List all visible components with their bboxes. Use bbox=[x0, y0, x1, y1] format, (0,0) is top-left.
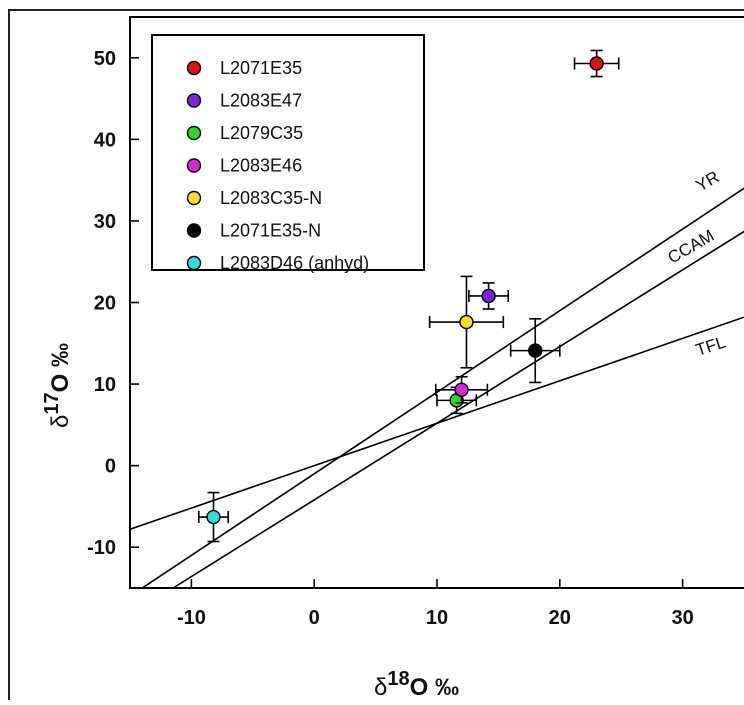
line-label-ccam: CCAM bbox=[665, 226, 718, 267]
legend-label: L2083C35-N bbox=[220, 188, 322, 208]
marker bbox=[454, 382, 469, 397]
legend-label: L2071E35-N bbox=[220, 221, 321, 241]
outer-frame bbox=[8, 9, 744, 705]
marker bbox=[589, 56, 604, 71]
reference-lines bbox=[130, 187, 744, 588]
legend-marker bbox=[186, 60, 202, 76]
marker bbox=[459, 314, 474, 330]
axis-title-prefix: δ bbox=[47, 415, 74, 428]
marker bbox=[481, 288, 496, 304]
y-tick-label: -10 bbox=[87, 537, 116, 559]
x-axis: -10 0 10 20 30 bbox=[177, 579, 694, 629]
y-tick-label: 30 bbox=[94, 211, 116, 233]
x-tick-label: 30 bbox=[671, 607, 693, 629]
y-tick-label: 50 bbox=[94, 48, 116, 70]
y-tick-label: 0 bbox=[105, 456, 116, 478]
data-point-l2083e46 bbox=[434, 375, 489, 404]
data-points bbox=[197, 49, 620, 543]
y-tick-label: 20 bbox=[94, 293, 116, 315]
data-point-l2071e35-n bbox=[509, 318, 561, 384]
line-label-yr: YR bbox=[693, 167, 723, 195]
legend-marker bbox=[186, 223, 202, 238]
x-tick-label: 20 bbox=[549, 607, 571, 629]
axis-title-superscript: 17 bbox=[41, 392, 63, 414]
legend-marker bbox=[186, 255, 202, 271]
y-axis: -10 0 10 20 30 40 50 bbox=[87, 48, 139, 559]
marker bbox=[206, 509, 221, 525]
legend: L2071E35 L2083E47 L2079C35 L2083E46 L2083C35… bbox=[151, 34, 425, 273]
data-point-l2083c35-n bbox=[428, 275, 505, 369]
y-axis-title: δ17O ‰ bbox=[41, 343, 74, 428]
legend-label: L2083D46 (anhyd) bbox=[220, 253, 369, 273]
legend-marker bbox=[186, 125, 202, 141]
axis-title-main: O ‰ bbox=[47, 343, 74, 392]
legend-label: L2083E46 bbox=[220, 156, 302, 176]
legend-marker bbox=[186, 158, 202, 173]
legend-label: L2079C35 bbox=[220, 123, 303, 143]
legend-marker bbox=[186, 93, 202, 108]
data-point-l2083d46-anhyd bbox=[197, 491, 230, 543]
x-tick-label: 0 bbox=[309, 607, 320, 629]
x-tick-label: -10 bbox=[177, 607, 206, 629]
x-axis-title: δ18O ‰ bbox=[374, 668, 459, 700]
line-label-tfl: TFL bbox=[693, 332, 728, 359]
data-point-l2071e35 bbox=[573, 49, 620, 78]
y-tick-label: 40 bbox=[94, 129, 116, 151]
legend-label: L2083E47 bbox=[220, 91, 302, 111]
axis-title-prefix: δ bbox=[374, 674, 387, 700]
reference-line-yr bbox=[140, 187, 744, 588]
legend-marker bbox=[186, 190, 202, 206]
y-tick-label: 10 bbox=[94, 374, 116, 396]
x-tick-label: 10 bbox=[426, 607, 448, 629]
reference-line-tfl bbox=[130, 316, 744, 531]
axis-title-superscript: 18 bbox=[387, 668, 409, 690]
axis-title-main: O ‰ bbox=[410, 674, 459, 700]
legend-label: L2071E35 bbox=[220, 58, 302, 78]
marker bbox=[528, 343, 543, 358]
data-point-l2083e47 bbox=[468, 282, 510, 310]
